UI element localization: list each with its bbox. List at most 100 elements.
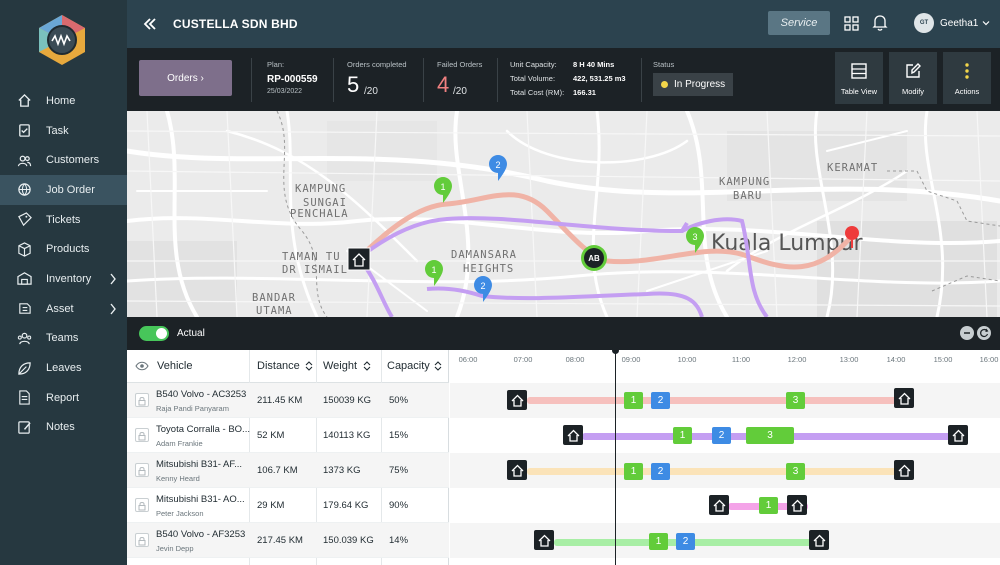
stop-marker[interactable]: 3 [786,463,805,480]
route-bar[interactable] [527,397,898,404]
route-map[interactable]: KAMPUNG SUNGAI PENCHALA TAMAN TU DR ISMA… [127,111,1000,317]
route-bar[interactable] [527,468,898,475]
capacity-cell: 15% [389,430,409,441]
map-pin-blue-2b[interactable]: 2 [474,276,492,302]
sidebar-item-job-order[interactable]: Job Order [0,175,127,205]
sidebar-item-tickets[interactable]: Tickets [0,205,127,235]
vehicle-name: B540 Volvo - AF3253 [156,529,246,540]
bell-icon[interactable] [872,14,888,31]
actual-toggle-label: Actual [177,328,205,339]
sidebar-item-home[interactable]: Home [0,86,127,116]
table-row[interactable]: B540 Volvo - AC3253 Raja Pandi Panyaram … [127,383,449,418]
map-pin-blue-2[interactable]: 2 [489,155,507,181]
divider [423,58,424,102]
stop-marker[interactable]: 1 [649,533,668,550]
refresh-button[interactable] [977,326,991,340]
depot-start[interactable] [507,390,527,410]
sidebar-item-products[interactable]: Products [0,234,127,264]
stop-marker[interactable]: 2 [651,392,670,409]
sidebar-item-customers[interactable]: Customers [0,145,127,175]
orders-button[interactable]: Orders › [139,60,232,96]
table-view-button[interactable]: Table View [835,52,883,104]
vehicle-marker[interactable]: AB [581,245,607,271]
map-pin-destination[interactable] [845,226,859,248]
modify-button[interactable]: Modify [889,52,937,104]
depot-start[interactable] [709,495,729,515]
eye-icon[interactable] [135,361,149,371]
home-icon [538,534,550,547]
sidebar-item-report[interactable]: Report [0,383,127,413]
map-pin-green-1[interactable]: 1 [434,177,452,203]
capacity-cell: 14% [389,535,409,546]
depot-end[interactable] [948,425,968,445]
depot-start[interactable] [563,425,583,445]
stop-marker[interactable]: 1 [759,497,778,514]
table-row[interactable]: Mitsubishi B31- AF... Kenny Heard 106.7 … [127,453,449,488]
total-volume-label: Total Volume: [510,74,556,83]
table-view-label: Table View [840,87,878,96]
stop-marker[interactable]: 2 [712,427,731,444]
user-menu[interactable]: GT Geetha1 [914,12,990,34]
stop-marker[interactable]: 1 [624,463,643,480]
table-header-distance[interactable]: Distance [249,350,316,383]
stop-marker[interactable]: 3 [746,427,794,444]
lock-toggle[interactable] [135,463,149,477]
depot-end[interactable] [787,495,807,515]
sidebar-item-leaves[interactable]: Leaves [0,353,127,383]
service-button[interactable]: Service [768,11,830,35]
depot-start[interactable] [534,530,554,550]
lock-toggle[interactable] [135,428,149,442]
sidebar-item-task[interactable]: Task [0,116,127,146]
table-row[interactable]: Toyota Corralla - BO... Adam Frankie 52 … [127,418,449,453]
stop-marker[interactable]: 1 [624,392,643,409]
map-label-kampung-baru: KAMPUNG [719,176,770,188]
sidebar-item-teams[interactable]: Teams [0,324,127,354]
timeline-row: 1 2 [450,523,1000,558]
stop-marker[interactable]: 1 [673,427,692,444]
hour-label: 16:00 [979,355,999,364]
lock-toggle[interactable] [135,498,149,512]
edit-icon [906,63,921,78]
actions-button[interactable]: Actions [943,52,991,104]
double-chevron-left-icon[interactable] [143,17,157,31]
stop-marker[interactable]: 3 [786,392,805,409]
custella-logo [39,15,85,65]
map-label-utama: UTAMA [256,305,293,317]
stop-marker[interactable]: 2 [676,533,695,550]
table-header-capacity[interactable]: Capacity [381,350,449,383]
table-row[interactable]: Mitsubishi B31- AO... Peter Jackson 29 K… [127,488,449,523]
table-row[interactable]: B540 Volvo - AF3253 Jevin Depp 217.45 KM… [127,523,449,558]
stop-marker[interactable]: 2 [651,463,670,480]
map-label-heights: HEIGHTS [463,263,514,275]
sidebar-item-label: Task [46,124,69,137]
actual-toggle[interactable] [139,326,169,341]
weight-cell: 150.039 KG [323,535,374,546]
table-header-weight[interactable]: Weight [316,350,381,383]
sidebar-item-asset[interactable]: Asset [0,294,127,324]
depot-end[interactable] [894,460,914,480]
sidebar-item-label: Home [46,94,76,107]
home-icon [713,499,725,512]
lock-toggle[interactable] [135,533,149,547]
capacity-cell: 50% [389,395,409,406]
driver-name: Adam Frankie [156,439,203,448]
map-label-baru: BARU [733,190,762,202]
zoom-out-button[interactable] [960,326,974,340]
sidebar-item-label: Leaves [46,362,82,375]
minus-icon [964,332,970,334]
depot-marker[interactable] [347,247,371,271]
depot-start[interactable] [507,460,527,480]
sidebar-item-inventory[interactable]: Inventory [0,264,127,294]
depot-end[interactable] [894,388,914,408]
lock-toggle[interactable] [135,393,149,407]
sidebar-item-label: Report [46,391,80,404]
sidebar-item-notes[interactable]: Notes [0,413,127,443]
map-pin-green-3[interactable]: 3 [686,227,704,253]
map-label-keramat: KERAMAT [827,162,878,174]
apps-grid-icon[interactable] [844,16,859,31]
vehicle-name: Mitsubishi B31- AF... [156,459,243,470]
map-pin-green-1b[interactable]: 1 [425,260,443,286]
depot-end[interactable] [809,530,829,550]
plan-summary-bar: Orders › Plan: RP-000559 25/03/2022 Orde… [127,48,1000,111]
table-header-vehicle[interactable]: Vehicle [127,350,249,383]
